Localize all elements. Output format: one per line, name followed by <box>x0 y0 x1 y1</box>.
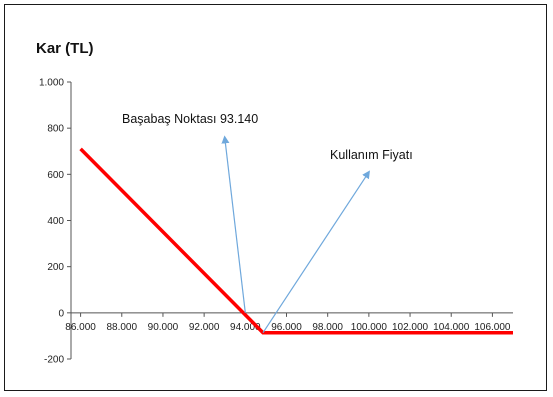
x-tick-label: 100.000 <box>351 322 388 333</box>
y-tick-label: 200 <box>47 262 64 273</box>
y-tick-label: 600 <box>47 170 64 181</box>
annotation-arrow <box>221 135 246 313</box>
x-tick-label: 106.000 <box>474 322 511 333</box>
x-tick-label: 96.000 <box>271 322 302 333</box>
payoff-line <box>79 147 513 335</box>
x-tick-label: 94.000 <box>230 322 261 333</box>
x-tick-label: 90.000 <box>148 322 179 333</box>
x-tick-label: 102.000 <box>392 322 429 333</box>
y-tick-label: 400 <box>47 216 64 227</box>
x-tick-label: 104.000 <box>433 322 470 333</box>
y-axis-title: Kar (TL) <box>36 40 94 57</box>
annotation-arrow <box>262 170 370 334</box>
x-tick-label: 92.000 <box>189 322 220 333</box>
x-tick-label: 88.000 <box>106 322 137 333</box>
x-tick-label: 98.000 <box>312 322 343 333</box>
y-tick-label: 1.000 <box>39 78 64 89</box>
y-tick-label: 800 <box>47 124 64 135</box>
chart-frame <box>4 4 547 391</box>
annotation-label: Kullanım Fiyatı <box>330 148 413 162</box>
annotation-label: Başabaş Noktası 93.140 <box>122 112 258 126</box>
x-tick-label: 86.000 <box>65 322 96 333</box>
y-tick-label: -200 <box>44 355 64 366</box>
y-tick-label: 0 <box>58 308 64 319</box>
